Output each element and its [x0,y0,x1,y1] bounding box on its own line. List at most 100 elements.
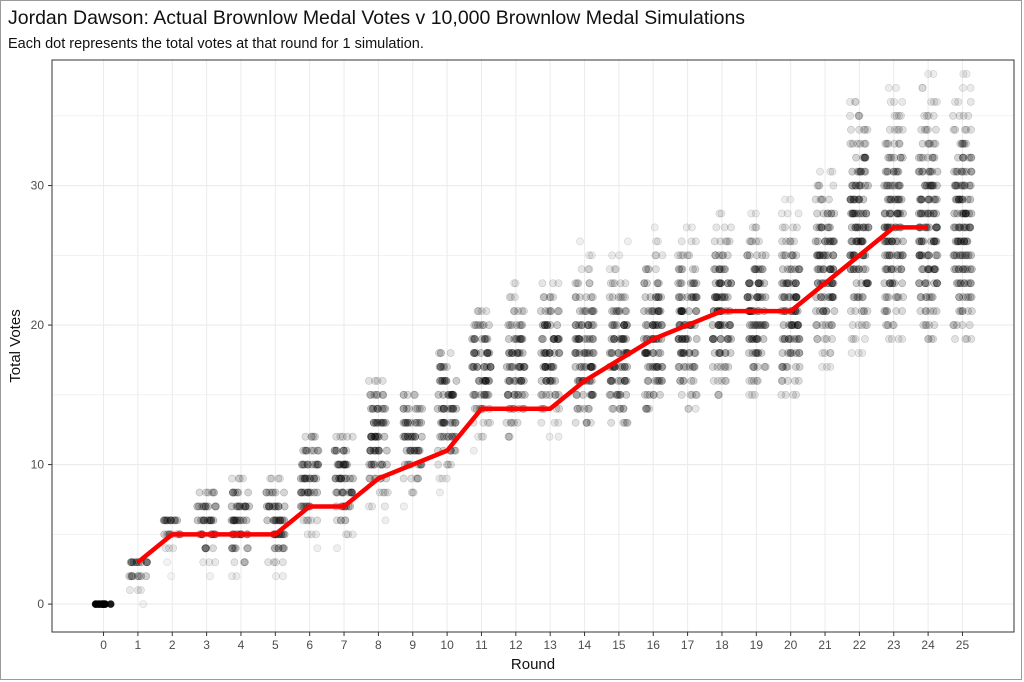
simulation-dot [884,237,892,246]
simulation-dot [899,237,907,246]
simulation-dot [510,307,519,316]
simulation-dot [280,530,289,539]
simulation-dot [589,321,598,329]
simulation-dot [783,363,792,371]
simulation-dot [708,363,717,371]
simulation-dot [577,265,586,274]
simulation-dot [743,293,752,302]
simulation-dot [674,293,683,302]
simulation-dot [779,363,788,371]
simulation-dot [339,446,348,455]
simulation-dot [370,432,379,441]
simulation-dot [622,376,631,385]
simulation-dot [855,195,864,204]
simulation-dot [551,376,560,385]
simulation-dot [240,558,248,567]
simulation-dot [777,376,786,385]
simulation-dot [553,335,562,343]
simulation-dot [166,516,175,525]
simulation-dot [820,335,829,343]
x-tick-label: 23 [887,638,901,652]
simulation-dot [930,321,939,329]
simulation-dot [858,237,867,246]
simulation-dot [641,404,650,413]
simulation-dot [854,265,863,274]
simulation-dot [752,376,761,385]
simulation-dot [891,195,900,204]
simulation-dot [824,237,832,246]
simulation-dot [681,335,690,343]
simulation-dot [540,321,549,329]
simulation-dot [960,237,968,246]
simulation-dot [413,474,422,483]
simulation-dot [435,349,443,357]
simulation-dot [788,251,797,260]
simulation-dot [752,321,761,329]
simulation-dot [159,516,168,525]
simulation-dot [685,307,693,316]
simulation-dot [238,474,247,483]
simulation-dot [540,349,548,357]
simulation-dot [142,572,151,581]
simulation-dot [587,321,596,329]
simulation-dot [918,251,926,260]
simulation-dot [691,265,700,274]
simulation-dot [542,349,550,357]
simulation-dot [573,390,581,399]
simulation-dot [789,223,797,232]
simulation-dot [830,209,839,218]
simulation-dot [538,390,547,399]
simulation-dot [412,474,421,483]
simulation-dot [578,321,586,329]
simulation-dot [955,223,964,232]
simulation-dot [406,418,415,427]
simulation-dot [880,307,889,316]
simulation-dot [897,265,906,274]
simulation-dot [814,265,823,274]
simulation-dot [653,363,661,371]
simulation-dot [894,167,903,176]
simulation-dot [786,265,795,274]
simulation-dot [816,195,825,204]
simulation-dot [746,237,755,246]
simulation-dot [228,544,237,553]
simulation-dot [819,307,827,316]
simulation-dot [954,153,962,162]
simulation-dot [713,363,722,371]
simulation-dot [856,237,865,246]
simulation-dot [610,307,618,316]
simulation-dot [612,390,621,399]
simulation-dot [892,167,900,176]
simulation-dot [365,376,373,385]
simulation-dot [584,265,593,274]
simulation-dot [787,265,796,274]
simulation-dot [966,84,975,92]
simulation-dot [709,335,717,343]
simulation-dot [761,321,770,329]
simulation-dot [543,321,551,329]
simulation-dot [915,153,923,162]
simulation-dot [274,544,283,553]
simulation-dot [133,572,142,581]
simulation-dot [858,237,867,246]
x-tick-label: 12 [509,638,523,652]
simulation-dot [471,390,480,399]
simulation-dot [723,251,732,260]
simulation-dot [895,125,904,134]
simulation-dot [815,251,824,260]
simulation-dot [299,516,308,525]
simulation-dot [448,432,456,441]
simulation-dot [752,335,760,343]
simulation-dot [407,488,416,497]
simulation-dot [778,279,786,288]
simulation-dot [583,335,591,343]
simulation-dot [211,558,220,567]
simulation-dot [504,432,513,441]
simulation-dot [745,335,754,343]
simulation-dot [813,321,821,329]
simulation-dot [854,265,863,274]
simulation-dot [928,181,937,190]
simulation-dot [167,516,176,525]
simulation-dot [919,321,928,329]
simulation-dot [751,349,760,357]
